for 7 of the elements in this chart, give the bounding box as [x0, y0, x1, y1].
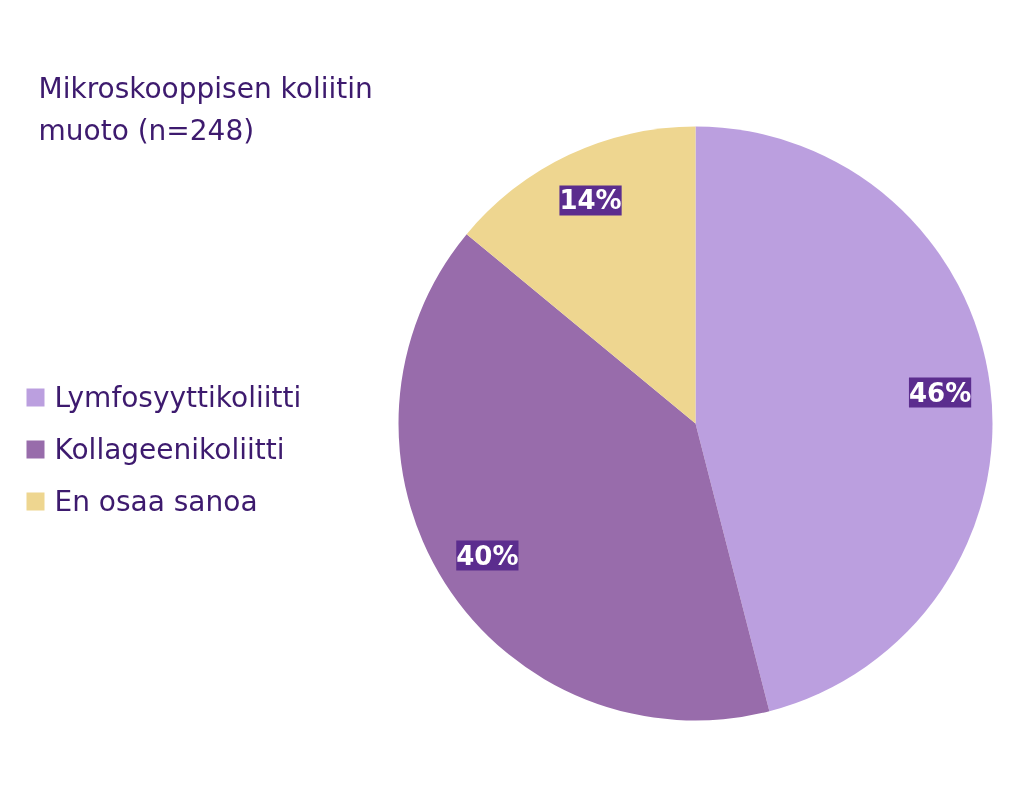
chart-title: Mikroskooppisen koliitin muoto (n=248) [38, 72, 373, 147]
data-label: 14% [559, 185, 622, 216]
data-label: 46% [908, 377, 972, 408]
data-label: 40% [456, 540, 519, 571]
legend-label: Lymfosyyttikoliitti [54, 381, 302, 414]
legend-label: Kollageenikoliitti [54, 433, 285, 466]
legend-label: En osaa sanoa [54, 485, 258, 518]
